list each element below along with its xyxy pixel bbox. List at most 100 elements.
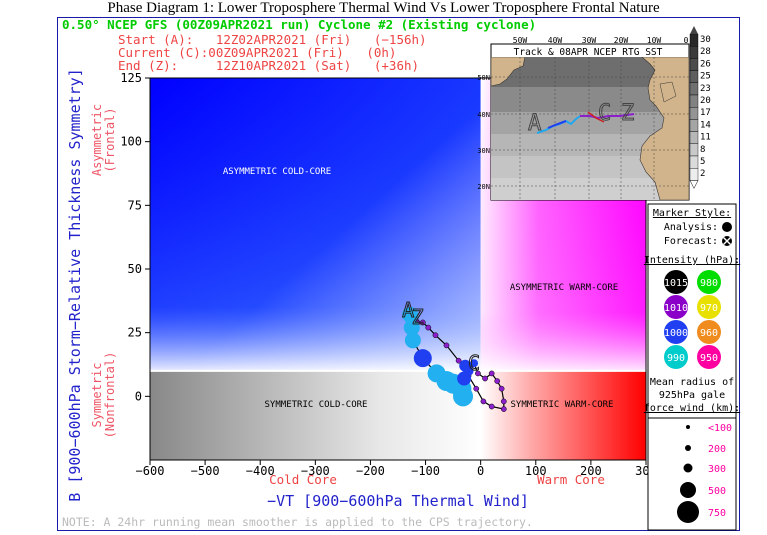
colorbar-label: 11	[700, 133, 711, 143]
inset-letter-a: A	[528, 111, 541, 136]
colorbar-label: 14	[700, 120, 711, 130]
inset-lat-label: 40N	[477, 111, 490, 119]
intensity-bubble	[664, 345, 688, 369]
colorbar-label: 30	[700, 35, 711, 45]
x-tick-label: 200	[580, 464, 602, 478]
end-marker: Z	[412, 305, 424, 329]
note-text: NOTE: A 24hr running mean smoother is ap…	[62, 515, 533, 529]
intensity-label: 960	[700, 328, 718, 339]
colorbar-label: 5	[700, 157, 705, 167]
radius-legend: <100 200 300 500 750	[647, 417, 737, 531]
y-tick-label: 75	[128, 198, 142, 212]
run-title: 0.50° NCEP GFS (00Z09APR2021 run) Cyclon…	[62, 17, 536, 32]
colorbar-label: 28	[700, 47, 711, 57]
intensity-legend: 1015 980 1010 970 1000 960 990 950	[664, 270, 721, 369]
intensity-label: 950	[700, 353, 718, 364]
analysis-point	[403, 319, 420, 336]
x-tick-label: −200	[356, 464, 385, 478]
legend-radius-title-1: Mean radius of	[650, 377, 734, 388]
radius-label: 500	[708, 486, 726, 497]
forecast-marker-icon	[722, 236, 732, 246]
intensity-bubble	[697, 295, 721, 319]
radius-label: 200	[708, 444, 726, 455]
colorbar-swatch	[689, 58, 699, 71]
colorbar-swatch	[689, 46, 699, 59]
figure-frame	[57, 17, 740, 531]
y-tick-label: 50	[128, 262, 142, 276]
x-tick-label: −600	[136, 464, 165, 478]
legend-forecast-label: Forecast:	[664, 236, 718, 247]
intensity-bubble	[664, 295, 688, 319]
colorbar-cap-bottom	[689, 180, 699, 189]
land-iberia-detail	[659, 81, 677, 103]
radius-marker	[686, 425, 690, 429]
x-axis-label: −VT [900−600hPa Thermal Wind]	[267, 492, 529, 510]
x-tick-label: −100	[411, 464, 440, 478]
inset-axis-labels: 50W 40W 30W 20W 10W 0 50N 40N 30N 20N	[477, 36, 688, 191]
analysis-point	[413, 349, 432, 368]
warm-core-label: Warm Core	[537, 472, 605, 487]
forecast-point	[500, 406, 507, 412]
start-label: Start (A): 12Z02APR2021 (Fri) (−156h)	[118, 32, 427, 47]
inset-map: Track & 08APR NCEP RTG SST	[477, 36, 690, 201]
inset-lon-label: 0	[684, 36, 689, 45]
x-tick-label: −300	[301, 464, 330, 478]
y-tick-label: 100	[120, 135, 142, 149]
radius-marker	[683, 463, 693, 473]
radius-label: 300	[708, 464, 726, 475]
forecast-point	[488, 370, 495, 377]
x-tick-label: 0	[477, 464, 484, 478]
legend-intensity-title: Intensity (hPa):	[644, 255, 740, 266]
forecast-point	[488, 403, 495, 410]
inset-lat-label: 30N	[477, 147, 490, 155]
y-axis-label: B [900−600hPa Storm−Relative Thickness S…	[66, 68, 84, 501]
sym-warm-label: SYMMETRIC WARM-CORE	[511, 400, 614, 410]
analysis-point	[470, 359, 479, 368]
intensity-bubble	[697, 270, 721, 294]
inset-lon-label: 10W	[647, 36, 662, 45]
radius-marker	[680, 482, 696, 498]
analysis-point	[453, 386, 474, 407]
forecast-point	[473, 385, 480, 392]
colorbar-label: 26	[700, 59, 711, 69]
inset-lon-label: 40W	[548, 36, 563, 45]
asym-warm-label: ASYMMETRIC WARM-CORE	[510, 283, 618, 293]
intensity-label: 970	[700, 303, 718, 314]
colorbar-swatch	[689, 33, 699, 47]
colorbar-label: 20	[700, 96, 711, 106]
intensity-label: 980	[700, 278, 718, 289]
x-tick-label: −500	[191, 464, 220, 478]
colorbar-swatch	[689, 167, 699, 181]
inset-lon-label: 20W	[614, 36, 629, 45]
y-tick-label: 125	[120, 71, 142, 85]
forecast-point	[443, 342, 450, 349]
legend: Marker Style: Analysis: Forecast: Intens…	[644, 203, 740, 419]
legend-radius-title-2: 925hPa gale	[659, 390, 725, 401]
colorbar-label: 2	[700, 169, 705, 179]
inset-lon-label: 30W	[582, 36, 597, 45]
colorbar-swatch	[689, 143, 699, 157]
legend-marker-title: Marker Style:	[653, 208, 731, 219]
current-marker: C	[468, 351, 480, 375]
inset-track-analysis-blue	[547, 120, 567, 129]
analysis-marker-icon	[722, 222, 732, 232]
current-label: Current (C):00Z09APR2021 (Fri) (0h)	[118, 45, 396, 60]
radius-label: 750	[708, 508, 726, 519]
colorbar-label: 8	[700, 145, 705, 155]
colorbar-swatch	[689, 82, 699, 96]
intensity-label: 1010	[664, 303, 688, 314]
intensity-label: 1000	[664, 328, 688, 339]
sym-cold-label: SYMMETRIC COLD-CORE	[265, 400, 368, 410]
quadrant-sym-cold	[150, 370, 481, 460]
intensity-bubble	[664, 320, 688, 344]
forecast-point	[498, 385, 505, 392]
inset-letter-c: C	[598, 101, 611, 126]
forecast-point	[494, 378, 501, 384]
y-tick-label: 25	[128, 326, 142, 340]
axes: −600 −500 −400 −300 −200 −100 0 100 200 300025507…	[120, 71, 657, 478]
colorbar-swatch	[689, 155, 699, 169]
colorbar-label: 23	[700, 84, 711, 94]
sym-side-line2: (Nonfrontal)	[103, 352, 117, 439]
intensity-bubble	[697, 320, 721, 344]
